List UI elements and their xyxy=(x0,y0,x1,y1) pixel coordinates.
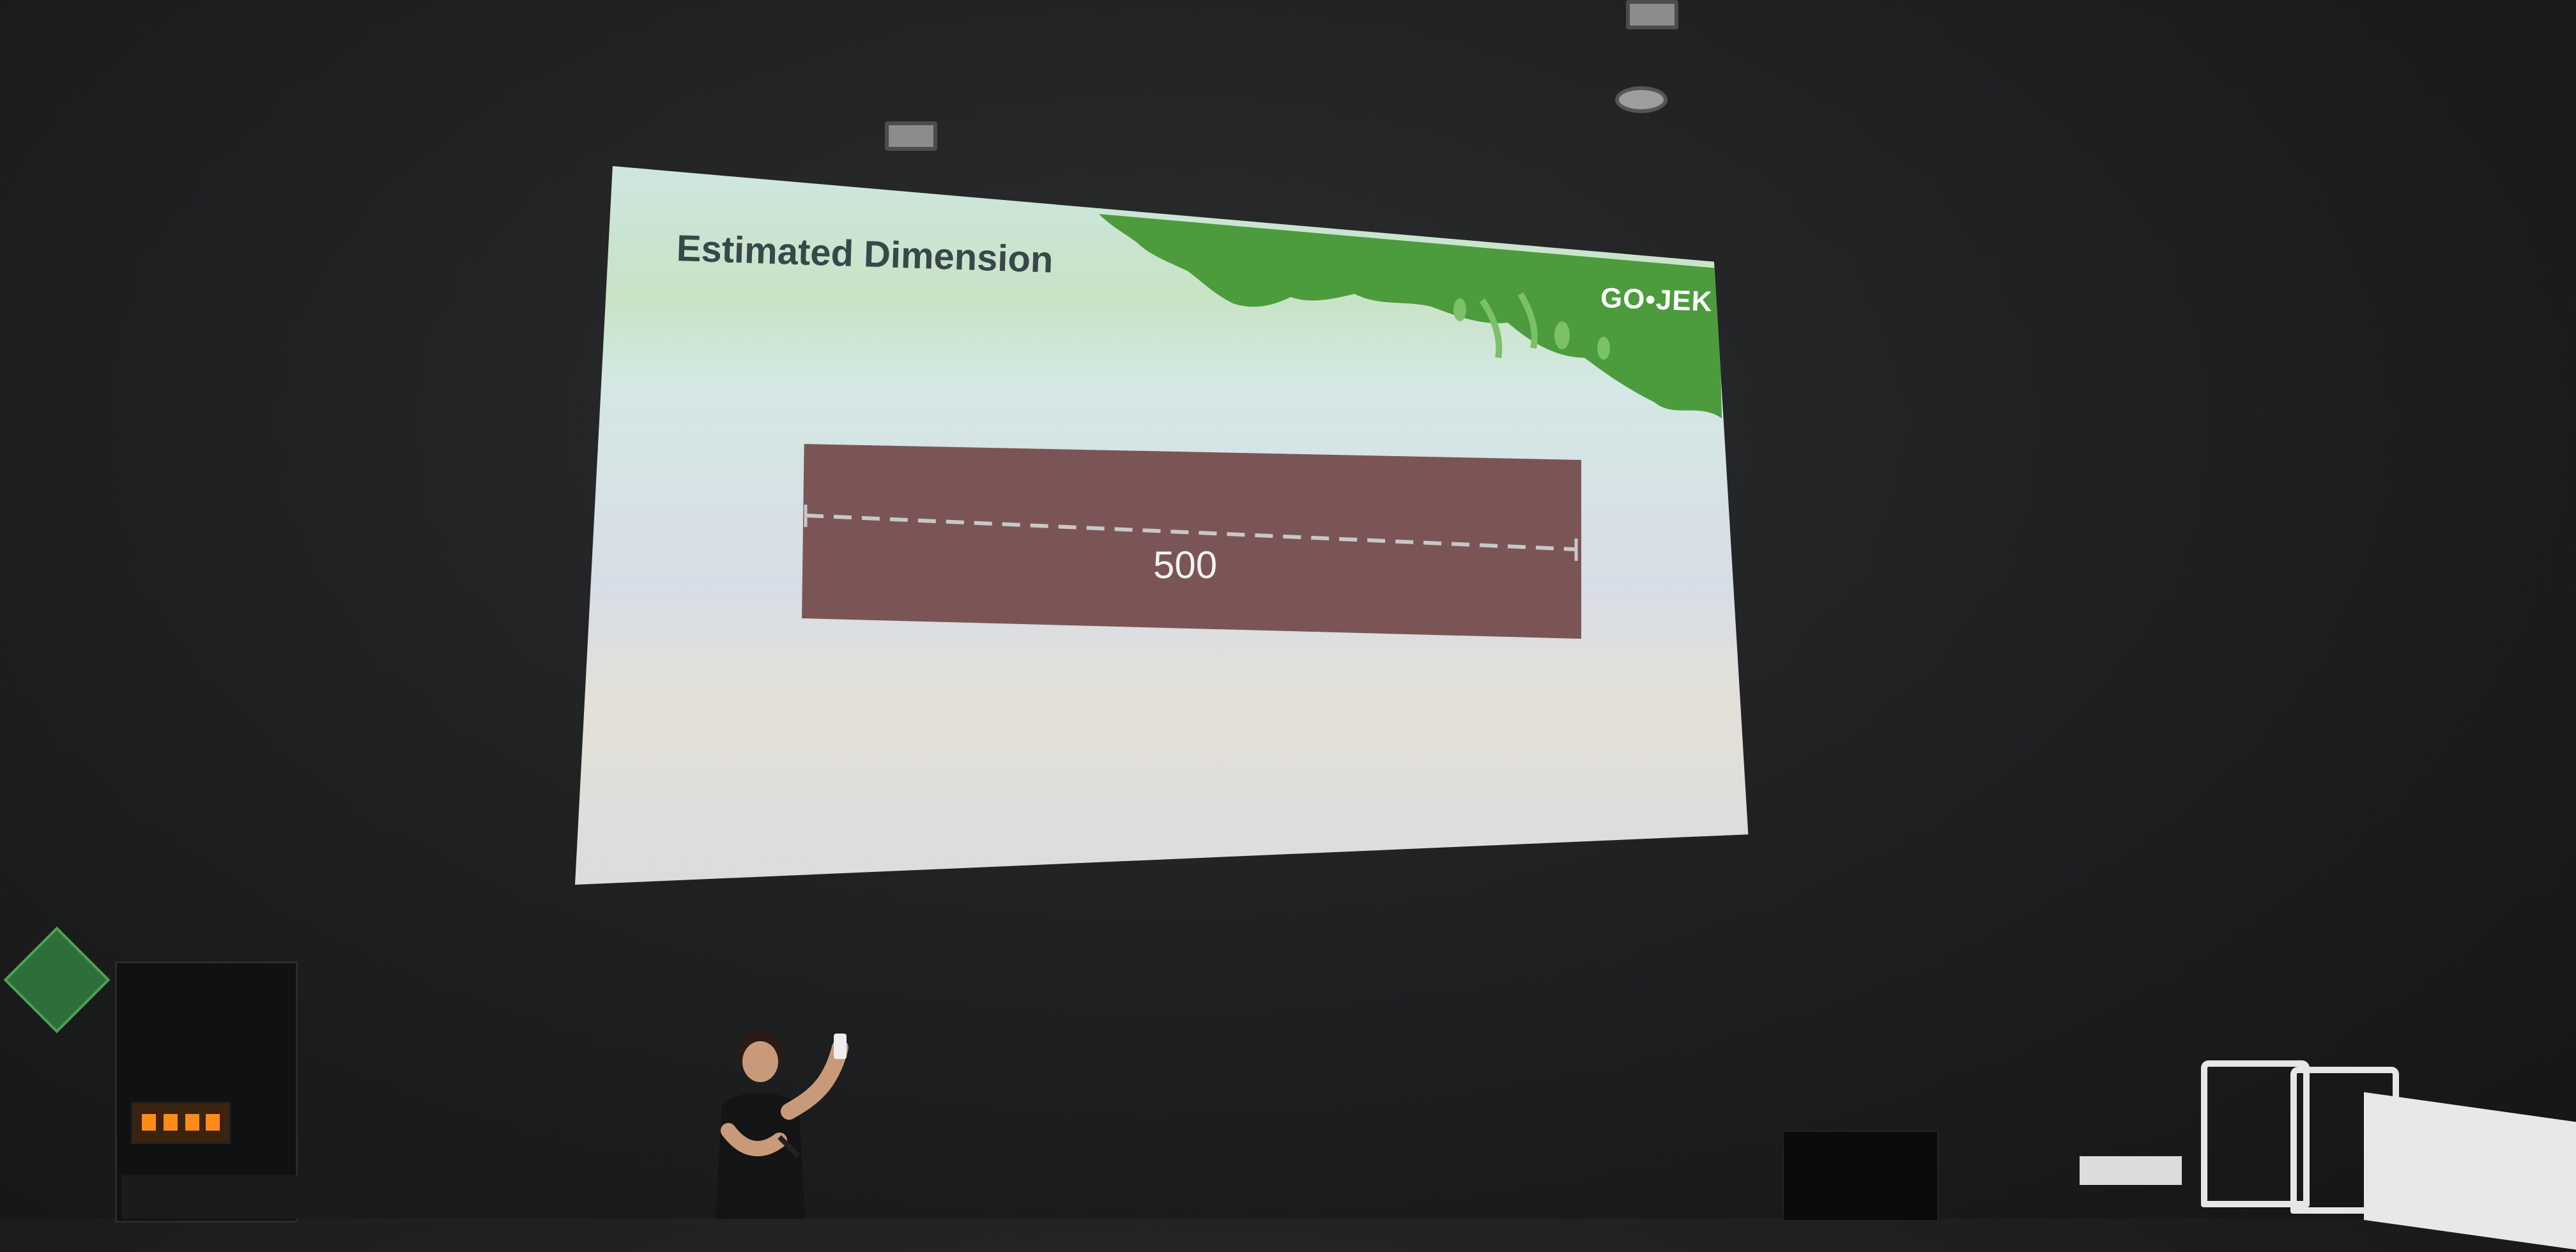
folding-chairs xyxy=(2201,1060,2310,1207)
ceiling-light-icon xyxy=(885,121,937,151)
speaker-box xyxy=(1782,1131,1938,1221)
white-table xyxy=(2364,1092,2576,1252)
equipment-box xyxy=(2080,1156,2182,1185)
presenter-figure xyxy=(716,1031,848,1219)
desk-items xyxy=(121,1175,351,1219)
sponsor-banner xyxy=(3,926,111,1034)
rack-display-panel xyxy=(131,1102,231,1144)
ceiling-light-icon xyxy=(1626,0,1678,29)
dimension-value-label: 500 xyxy=(1153,544,1218,586)
dimension-box xyxy=(802,444,1581,639)
gojek-logo-icon: GO•JEK xyxy=(1600,282,1713,318)
dimension-line xyxy=(804,505,1578,561)
ceiling-light-icon xyxy=(1615,86,1667,113)
projected-slide: Estimated Dimension GO•JEK 500 xyxy=(575,166,1749,885)
grass-decoration xyxy=(1099,214,1722,418)
